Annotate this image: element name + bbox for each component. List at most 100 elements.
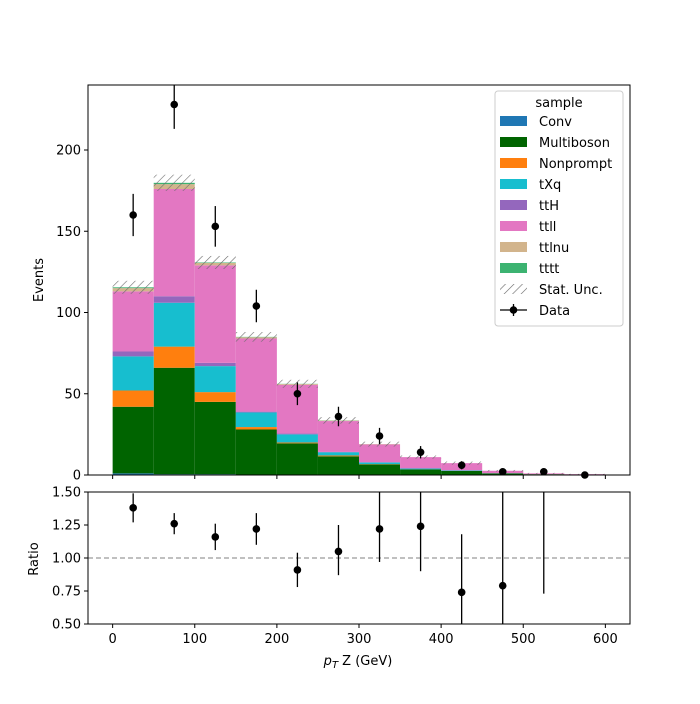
stat-unc-0 [113, 281, 154, 294]
data-point-4 [294, 390, 302, 398]
legend-label-tttt: tttt [539, 262, 559, 277]
ratio-y-axis: 0.50 0.75 1.00 1.25 1.50 [52, 486, 88, 633]
ratio-y-tick-label: 1.00 [52, 552, 81, 567]
ratio-point-3 [253, 525, 261, 533]
bar-ttll-7 [400, 457, 441, 468]
stat-unc-3 [236, 332, 277, 342]
bar-txq-7 [400, 469, 441, 470]
main-y-axis: 0 50 100 150 200 [56, 144, 88, 484]
legend-label-ttlnu: ttlnu [539, 241, 569, 256]
bar-multiboson-1 [154, 368, 195, 474]
main-y-tick-label: 100 [56, 306, 81, 321]
bar-nonprompt-0 [113, 391, 154, 407]
ratio-x-tick-label: 200 [264, 632, 289, 647]
data-point-5 [335, 413, 343, 421]
bar-tth-2 [195, 363, 236, 366]
bar-txq-3 [236, 412, 277, 427]
data-point-7 [417, 448, 425, 456]
data-point-3 [253, 302, 261, 310]
bar-multiboson-7 [400, 469, 441, 475]
ratio-y-tick-label: 0.50 [52, 618, 81, 633]
bar-multiboson-5 [318, 456, 359, 475]
bar-txq-6 [359, 462, 400, 464]
legend-swatch-nonprompt [500, 158, 527, 168]
bar-txq-1 [154, 303, 195, 347]
legend-label-ttll: ttll [539, 220, 556, 235]
legend-swatch-ttlnu [500, 242, 527, 252]
bar-tth-3 [236, 412, 277, 413]
bar-nonprompt-1 [154, 347, 195, 368]
bar-ttll-1 [154, 189, 195, 296]
bar-txq-4 [277, 434, 318, 442]
data-point-6 [376, 432, 384, 440]
ratio-x-tick-label: 400 [429, 632, 454, 647]
legend-swatch-txq [500, 179, 527, 189]
legend-label-nonprompt: Nonprompt [539, 157, 612, 172]
legend-swatch-multiboson [500, 137, 527, 147]
data-point-10 [540, 468, 548, 476]
legend-label-txq: tXq [539, 178, 561, 193]
data-point-2 [211, 223, 219, 231]
bar-ttll-0 [113, 291, 154, 351]
legend-swatch-tttt [500, 263, 527, 273]
main-panel: 0 50 100 150 200 Events sample Conv Multiboso… [32, 85, 630, 484]
bar-multiboson-8 [441, 471, 482, 475]
ratio-x-tick-label: 100 [182, 632, 207, 647]
ratio-x-tick-label: 0 [108, 632, 116, 647]
ratio-point-0 [129, 504, 137, 512]
bar-multiboson-3 [236, 430, 277, 475]
bar-txq-5 [318, 452, 359, 455]
bar-ttll-2 [195, 265, 236, 363]
ratio-point-7 [417, 523, 425, 531]
legend-swatch-ttll [500, 221, 527, 231]
bar-nonprompt-4 [277, 443, 318, 444]
bar-ttll-6 [359, 444, 400, 462]
ratio-point-6 [376, 525, 384, 533]
ratio-x-axis-label: pT Z (GeV) [323, 654, 393, 671]
ratio-y-tick-label: 1.50 [52, 486, 81, 501]
ratio-point-4 [294, 566, 302, 574]
ratio-point-9 [499, 582, 507, 590]
legend: sample Conv Multiboson Nonprompt tXq ttH ttll… [495, 91, 623, 326]
legend-label-conv: Conv [539, 115, 572, 130]
ratio-y-tick-label: 1.25 [52, 519, 81, 534]
ratio-point-8 [458, 589, 466, 597]
bar-tth-0 [113, 352, 154, 357]
data-point-0 [129, 211, 137, 219]
legend-label-stat-unc: Stat. Unc. [539, 283, 603, 298]
bar-multiboson-0 [113, 407, 154, 474]
legend-label-data: Data [539, 304, 570, 319]
legend-label-tth: ttH [539, 199, 559, 214]
main-x-ticks [113, 475, 606, 479]
data-point-8 [458, 461, 466, 469]
bar-tth-4 [277, 434, 318, 435]
main-y-axis-label: Events [32, 258, 47, 302]
ratio-x-tick-label: 500 [511, 632, 536, 647]
bar-multiboson-4 [277, 443, 318, 474]
ratio-y-tick-label: 0.75 [52, 585, 81, 600]
main-y-tick-label: 0 [73, 469, 81, 484]
bar-nonprompt-5 [318, 456, 359, 457]
bar-ttll-3 [236, 339, 277, 412]
ratio-point-5 [335, 548, 343, 556]
data-point-1 [170, 101, 178, 109]
bar-nonprompt-2 [195, 392, 236, 402]
main-y-tick-label: 150 [56, 225, 81, 240]
bar-multiboson-2 [195, 402, 236, 474]
ratio-y-axis-label: Ratio [27, 542, 42, 575]
bar-txq-0 [113, 356, 154, 390]
bar-txq-2 [195, 366, 236, 392]
legend-swatch-stat-unc [500, 284, 527, 294]
legend-swatch-conv [500, 116, 527, 126]
main-y-tick-label: 200 [56, 144, 81, 159]
ratio-x-tick-label: 300 [347, 632, 372, 647]
legend-label-multiboson: Multiboson [539, 136, 610, 151]
stat-unc-2 [195, 256, 236, 269]
main-y-tick-label: 50 [64, 387, 81, 402]
bar-nonprompt-3 [236, 427, 277, 429]
bar-tth-1 [154, 296, 195, 303]
legend-title: sample [535, 96, 582, 111]
bar-multiboson-6 [359, 464, 400, 474]
